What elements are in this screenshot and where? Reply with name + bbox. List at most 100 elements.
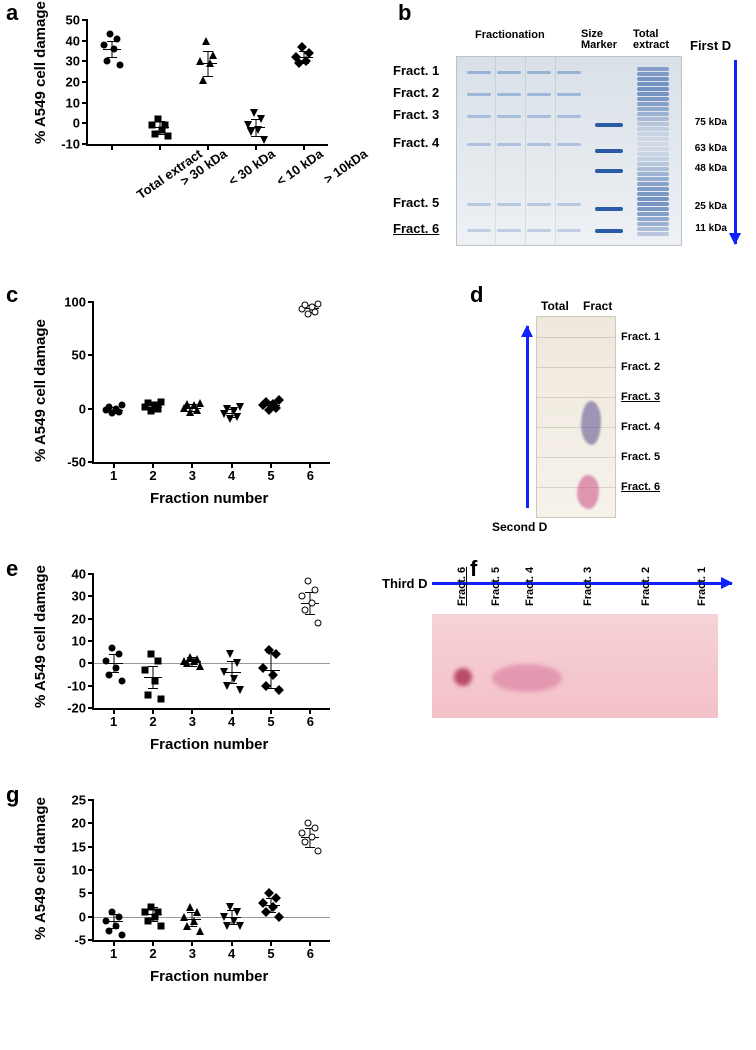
fraction-label: Fract. 2 xyxy=(393,85,439,100)
first-d-arrow xyxy=(734,60,737,244)
gel-band xyxy=(557,71,581,74)
x-tick xyxy=(159,144,161,150)
panel-label-g: g xyxy=(6,782,19,808)
y-tick xyxy=(88,573,94,575)
first-d-label: First D xyxy=(690,38,731,53)
data-point xyxy=(236,403,244,411)
y-axis-title: % A549 cell damage xyxy=(32,319,49,462)
data-point xyxy=(158,696,165,703)
x-tick-label: > 10kDa xyxy=(321,146,370,187)
gel-band xyxy=(497,203,521,206)
data-point xyxy=(142,667,149,674)
total-extract-band xyxy=(637,217,669,221)
y-tick-label: 20 xyxy=(72,611,86,626)
gel-band xyxy=(467,93,491,96)
data-point xyxy=(260,136,268,144)
data-point xyxy=(102,658,109,665)
x-tick xyxy=(255,144,257,150)
data-point xyxy=(302,302,309,309)
total-extract-band xyxy=(637,117,669,121)
y-tick xyxy=(82,122,88,124)
gel-band xyxy=(527,143,551,146)
data-point xyxy=(108,909,115,916)
chromatography-spot xyxy=(581,401,601,445)
total-extract-band xyxy=(637,232,669,236)
total-extract-band xyxy=(637,212,669,216)
data-point xyxy=(305,577,312,584)
total-extract-band xyxy=(637,167,669,171)
data-point xyxy=(254,126,262,134)
data-point xyxy=(118,932,125,939)
total-extract-band xyxy=(637,192,669,196)
data-point xyxy=(223,405,231,413)
y-tick xyxy=(82,143,88,145)
y-tick xyxy=(88,618,94,620)
data-point xyxy=(236,922,244,930)
y-tick-label: -50 xyxy=(67,455,86,470)
data-point xyxy=(180,913,188,921)
gel-b-head-marker: Size Marker xyxy=(581,29,625,51)
second-d-label: Second D xyxy=(492,520,547,534)
y-tick xyxy=(88,822,94,824)
total-extract-band xyxy=(637,67,669,71)
gel-band xyxy=(497,143,521,146)
total-extract-band xyxy=(637,147,669,151)
y-tick xyxy=(88,939,94,941)
data-point xyxy=(145,691,152,698)
data-point xyxy=(196,57,204,65)
y-tick xyxy=(88,869,94,871)
x-tick-label: 4 xyxy=(228,946,235,961)
y-tick-label: 0 xyxy=(73,116,80,131)
chart_c: -50050100123456% A549 cell damageFractio… xyxy=(68,302,328,520)
panel-label-f: f xyxy=(470,556,477,582)
gel-first-dimension: Fractionation Size Marker Total extract … xyxy=(456,56,682,246)
total-extract-band xyxy=(637,112,669,116)
panel-label-d: d xyxy=(470,282,483,308)
data-point xyxy=(107,31,114,38)
data-point xyxy=(165,132,172,139)
x-tick-label: 3 xyxy=(189,468,196,483)
total-extract-band xyxy=(637,97,669,101)
fraction-label: Fract. 4 xyxy=(524,567,536,606)
data-point xyxy=(233,659,241,667)
total-extract-band xyxy=(637,162,669,166)
data-point xyxy=(223,922,231,930)
y-tick-label: -20 xyxy=(67,701,86,716)
y-tick xyxy=(88,595,94,597)
y-tick-label: 100 xyxy=(64,295,86,310)
y-tick xyxy=(88,707,94,709)
marker-band xyxy=(595,207,623,211)
fraction-label: Fract. 4 xyxy=(393,135,439,150)
panel-label-c: c xyxy=(6,282,18,308)
lane-separator xyxy=(525,57,526,245)
y-tick xyxy=(88,846,94,848)
x-tick-label: 4 xyxy=(228,468,235,483)
data-point xyxy=(152,678,159,685)
size-marker-label: 25 kDa xyxy=(695,201,727,212)
y-tick xyxy=(88,354,94,356)
x-axis-title: Fraction number xyxy=(150,736,268,753)
data-point xyxy=(247,128,255,136)
data-point xyxy=(158,923,165,930)
data-point xyxy=(149,122,156,129)
data-point xyxy=(223,682,231,690)
x-tick-label: 5 xyxy=(267,468,274,483)
zero-line xyxy=(94,917,330,918)
y-tick-label: 30 xyxy=(72,589,86,604)
x-axis-title: Fraction number xyxy=(150,490,268,507)
panel-label-b: b xyxy=(398,0,411,26)
data-point xyxy=(299,593,306,600)
size-marker-label: 48 kDa xyxy=(695,163,727,174)
y-tick-label: 20 xyxy=(66,75,80,90)
data-point xyxy=(183,659,191,667)
y-tick xyxy=(88,301,94,303)
fraction-label: Fract. 6 xyxy=(621,481,660,493)
data-point xyxy=(220,913,228,921)
y-tick xyxy=(82,60,88,62)
zero-line xyxy=(94,663,330,664)
data-point xyxy=(118,678,125,685)
total-extract-band xyxy=(637,152,669,156)
y-tick xyxy=(88,640,94,642)
data-point xyxy=(302,839,309,846)
data-point xyxy=(183,922,191,930)
